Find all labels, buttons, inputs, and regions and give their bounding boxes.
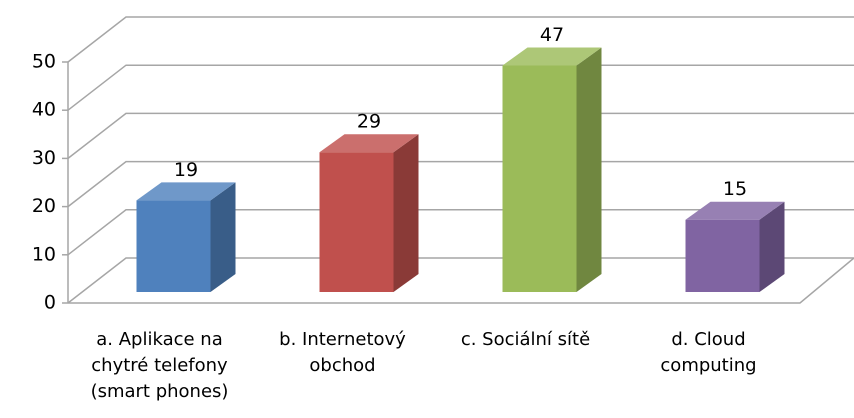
- x-tick-label: d. Cloud computing: [660, 329, 757, 376]
- data-label: 15: [723, 178, 747, 200]
- y-tick-label: 10: [32, 243, 56, 265]
- bar-front: [319, 152, 394, 292]
- data-label: 19: [174, 159, 198, 181]
- y-tick-label: 0: [44, 292, 56, 314]
- bar-top: [685, 201, 785, 220]
- bar: [502, 47, 602, 293]
- data-label: 29: [357, 111, 381, 133]
- bar: [319, 134, 419, 292]
- bar-side: [759, 201, 785, 292]
- grid-line: [67, 160, 854, 208]
- bar-side: [576, 47, 602, 293]
- bar-top: [319, 134, 419, 153]
- grid-line: [67, 209, 854, 256]
- y-tick-label: 50: [32, 51, 56, 73]
- y-tick-label: 30: [32, 147, 56, 169]
- bar-top: [502, 47, 602, 66]
- bar-side: [210, 182, 236, 292]
- grid-line: [67, 112, 854, 159]
- bar-front: [136, 200, 211, 292]
- grid-line: [67, 257, 854, 304]
- bar-front: [685, 219, 760, 292]
- floor-edge: [68, 257, 854, 304]
- bar: [136, 182, 236, 292]
- x-tick-label: b. Internetový obchod: [279, 329, 406, 376]
- bar-side: [393, 134, 419, 292]
- y-tick-label: 40: [32, 99, 56, 121]
- x-tick-label: a. Aplikace na chytré telefony (smart ph…: [90, 329, 229, 402]
- y-tick-label: 20: [32, 195, 56, 217]
- bar-top: [136, 182, 236, 201]
- grid-line: [67, 64, 854, 111]
- grid-line: [67, 16, 854, 63]
- x-tick-label: c. Sociální sítě: [460, 329, 591, 350]
- bar-front: [502, 65, 577, 293]
- data-label: 47: [540, 24, 564, 46]
- bar: [685, 201, 785, 292]
